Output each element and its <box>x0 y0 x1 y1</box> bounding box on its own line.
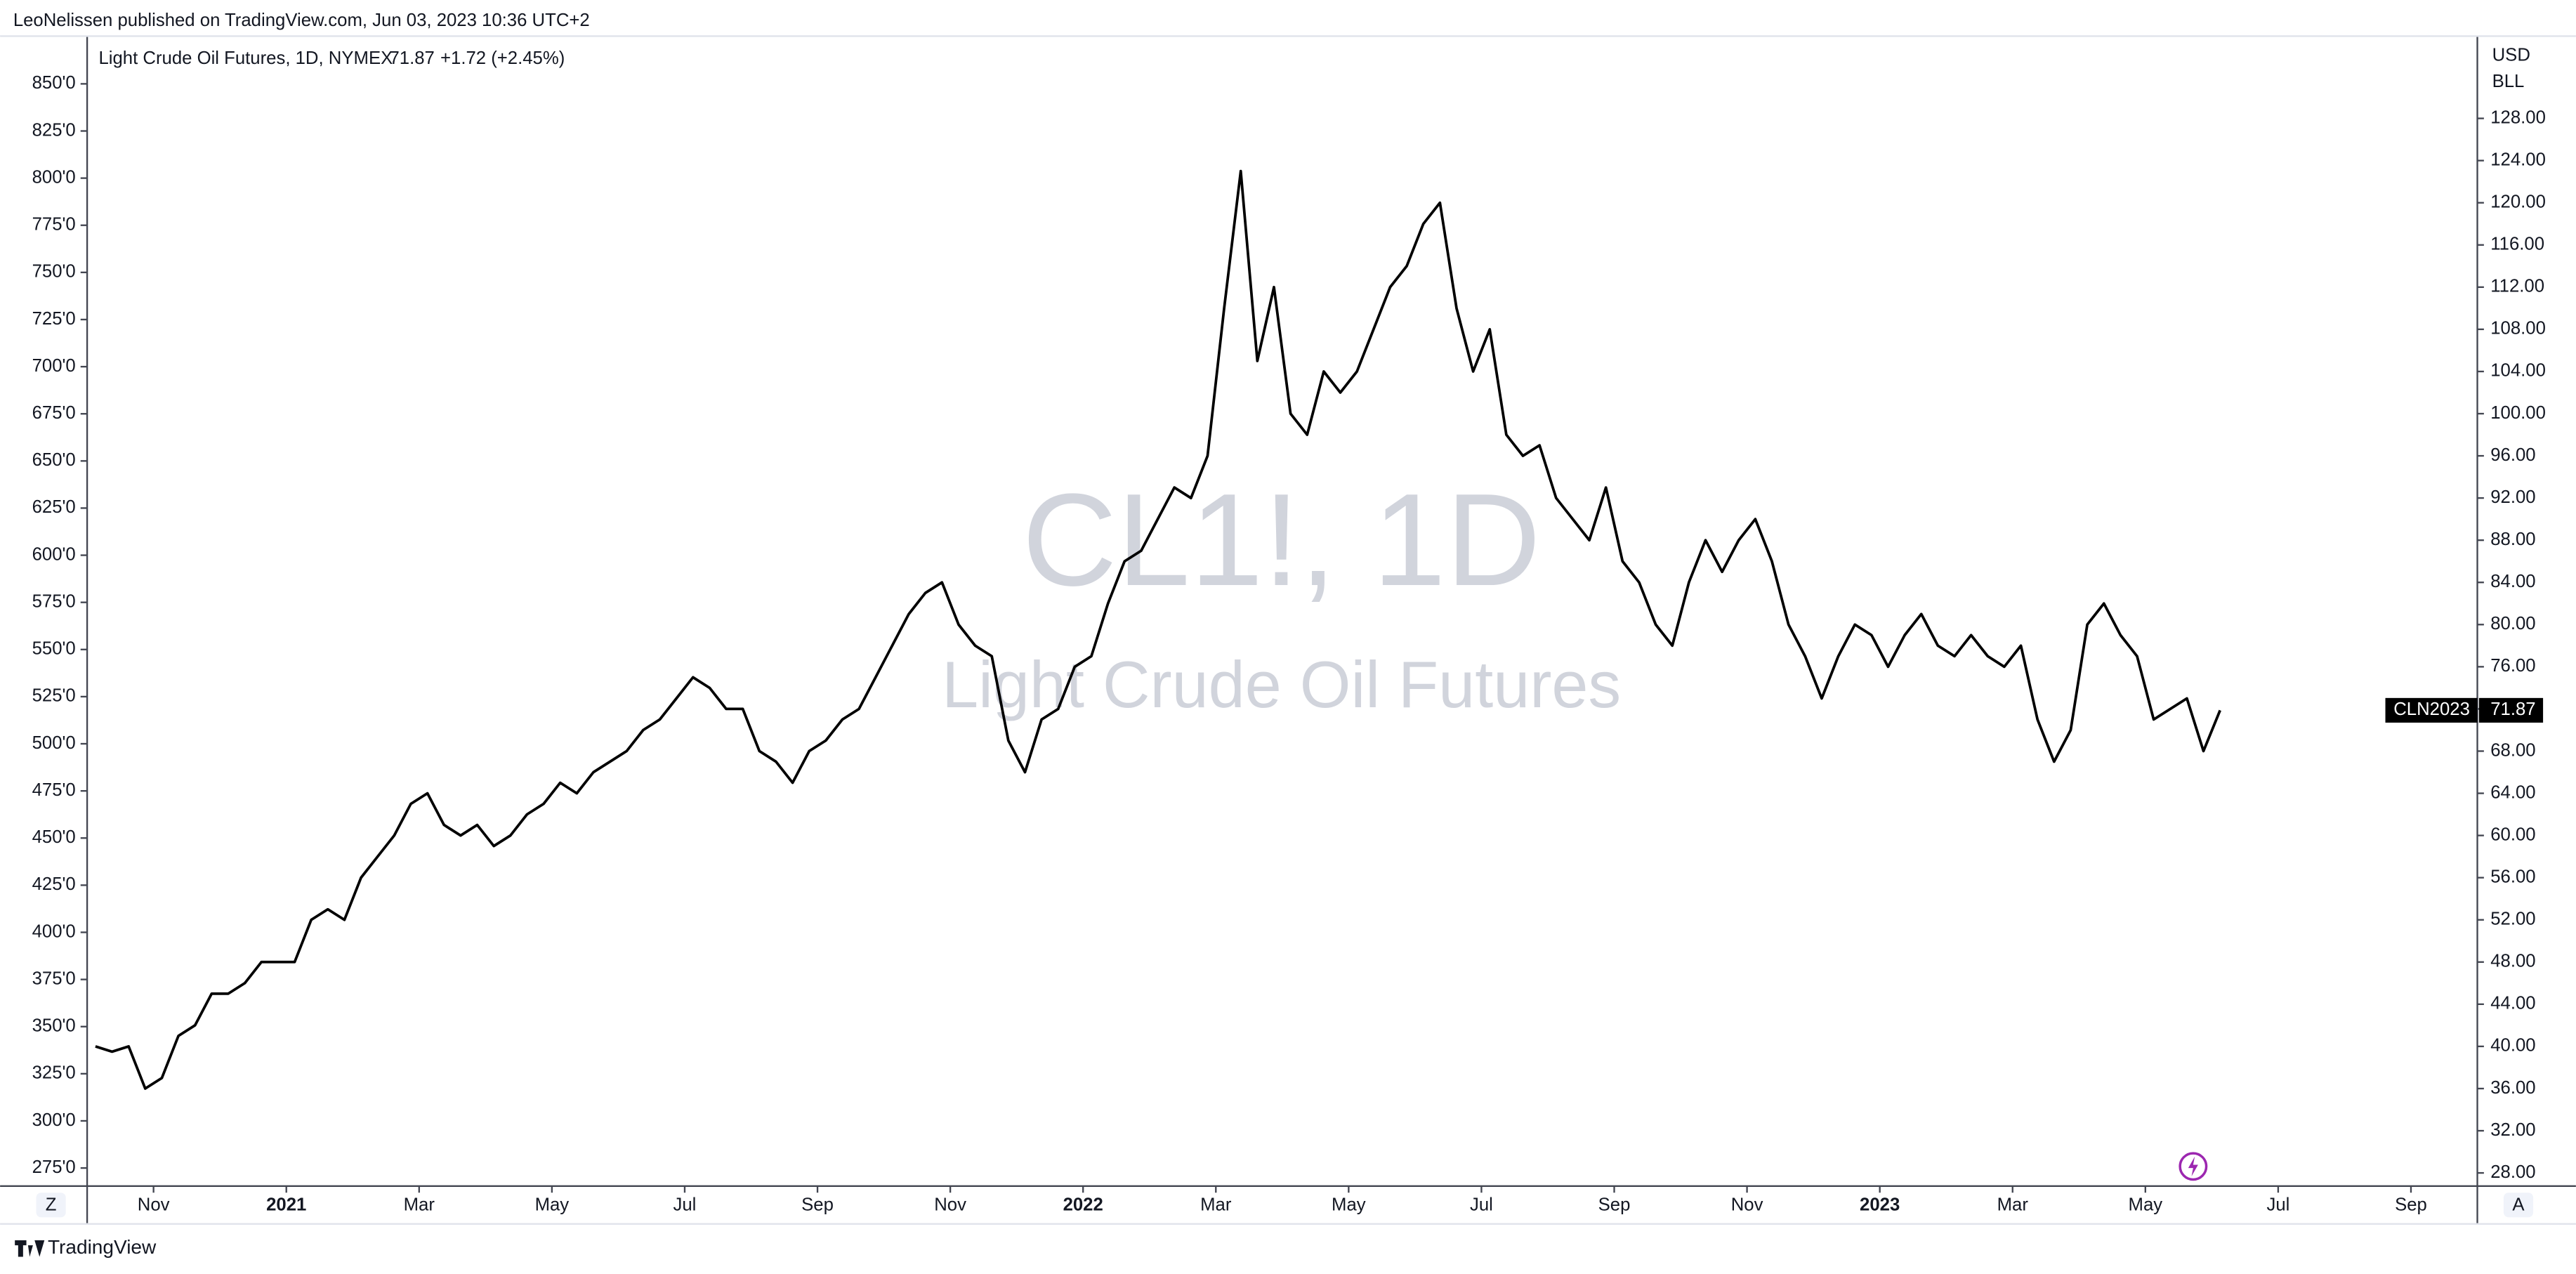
y-tick-label: 56.00 <box>2490 867 2535 886</box>
y-tick-label: 40.00 <box>2490 1036 2535 1056</box>
a-button[interactable] <box>2503 1193 2534 1218</box>
alert-icon[interactable] <box>2179 1152 2208 1181</box>
y-tick-label: 100.00 <box>2490 403 2546 423</box>
y2-tick-label: 700'0 <box>32 356 76 376</box>
z-button[interactable] <box>36 1193 66 1218</box>
alert-bolt <box>2188 1156 2198 1176</box>
y-tick-label: 28.00 <box>2490 1162 2535 1182</box>
x-tick-label: May <box>1332 1195 1366 1215</box>
y-tick-label: 32.00 <box>2490 1120 2535 1140</box>
x-tick-label: Mar <box>1997 1195 2029 1215</box>
x-tick-label: 2022 <box>1063 1195 1103 1215</box>
y2-tick-label: 400'0 <box>32 921 76 941</box>
y2-tick-label: 800'0 <box>32 167 76 187</box>
last-symbol-tag <box>2385 697 2478 723</box>
x-tick-label: Mar <box>404 1195 435 1215</box>
y-tick-label: 84.00 <box>2490 572 2535 591</box>
y-tick-label: 36.00 <box>2490 1078 2535 1098</box>
legend-change: +1.72 (+2.45%) <box>440 48 565 68</box>
y2-tick-label: 600'0 <box>32 544 76 564</box>
y2-tick-label: 375'0 <box>32 968 76 988</box>
y2-tick-label: 825'0 <box>32 120 76 140</box>
last-price-tag <box>2478 697 2544 723</box>
y-tick-label: 64.00 <box>2490 782 2535 802</box>
y2-tick-label: 425'0 <box>32 874 76 894</box>
y-tick-label: 112.00 <box>2490 277 2544 296</box>
published-note: LeoNelissen published on TradingView.com… <box>13 11 590 30</box>
y-tick-label: 120.00 <box>2490 192 2546 211</box>
y2-tick-label: 325'0 <box>32 1063 76 1083</box>
a-button-label[interactable]: A <box>2512 1195 2525 1215</box>
watermark-symbol: CL1!, 1D <box>1022 466 1540 613</box>
y-unit-2: BLL <box>2492 72 2525 91</box>
y-tick-label: 52.00 <box>2490 909 2535 929</box>
watermark-name: Light Crude Oil Futures <box>942 648 1621 721</box>
x-tick-label: Sep <box>1598 1195 1631 1215</box>
x-tick-label: Sep <box>2395 1195 2427 1215</box>
x-tick-label: Nov <box>138 1195 170 1215</box>
y-tick-label: 68.00 <box>2490 740 2535 760</box>
y2-tick-label: 300'0 <box>32 1110 76 1130</box>
y2-tick-label: 550'0 <box>32 639 76 659</box>
y-tick-label: 88.00 <box>2490 530 2535 549</box>
x-tick-label: Nov <box>934 1195 966 1215</box>
last-price-label: 71.87 <box>2490 700 2535 719</box>
y2-tick-label: 625'0 <box>32 497 76 517</box>
y2-tick-label: 475'0 <box>32 780 76 800</box>
y-tick-label: 96.00 <box>2490 445 2535 465</box>
x-tick-label: May <box>2129 1195 2163 1215</box>
x-tick-label: Sep <box>801 1195 834 1215</box>
y-tick-label: 108.00 <box>2490 319 2546 339</box>
x-tick-label: Nov <box>1731 1195 1763 1215</box>
x-tick-label: Jul <box>673 1195 697 1215</box>
y2-tick-label: 850'0 <box>32 73 76 93</box>
y2-tick-label: 450'0 <box>32 827 76 847</box>
x-tick-label: 2023 <box>1860 1195 1900 1215</box>
last-symbol-label: CLN2023 <box>2393 700 2470 719</box>
x-tick-label: Mar <box>1200 1195 1232 1215</box>
y2-tick-label: 500'0 <box>32 733 76 753</box>
y-tick-label: 44.00 <box>2490 994 2535 1013</box>
x-tick-label: 2021 <box>266 1195 306 1215</box>
legend-last-value: 71.87 <box>389 48 434 68</box>
y2-tick-label: 725'0 <box>32 309 76 329</box>
y2-tick-label: 350'0 <box>32 1016 76 1036</box>
x-tick-label: Jul <box>2266 1195 2289 1215</box>
price-line <box>95 169 2221 1090</box>
logo <box>15 1240 45 1257</box>
y-tick-label: 92.00 <box>2490 487 2535 507</box>
y-tick-label: 80.00 <box>2490 614 2535 633</box>
y-tick-label: 104.00 <box>2490 361 2546 381</box>
y2-tick-label: 525'0 <box>32 686 76 706</box>
x-tick-label: Jul <box>1470 1195 1493 1215</box>
y2-tick-label: 675'0 <box>32 403 76 423</box>
y-tick-label: 76.00 <box>2490 656 2535 676</box>
y2-tick-label: 575'0 <box>32 591 76 611</box>
y2-tick-label: 775'0 <box>32 215 76 235</box>
y2-tick-label: 750'0 <box>32 262 76 282</box>
y-unit: USD <box>2492 45 2530 65</box>
y-tick-label: 60.00 <box>2490 825 2535 844</box>
y-tick-label: 124.00 <box>2490 150 2546 169</box>
y2-tick-label: 275'0 <box>32 1157 76 1177</box>
y-tick-label: 48.00 <box>2490 952 2535 971</box>
y2-tick-label: 650'0 <box>32 450 76 470</box>
brand: TradingView <box>48 1236 157 1258</box>
z-button-label[interactable]: Z <box>46 1195 57 1215</box>
legend-title: Light Crude Oil Futures, 1D, NYMEX <box>98 48 393 68</box>
y-tick-label: 128.00 <box>2490 107 2546 127</box>
x-tick-label: May <box>535 1195 570 1215</box>
y-tick-label: 116.00 <box>2490 235 2544 254</box>
